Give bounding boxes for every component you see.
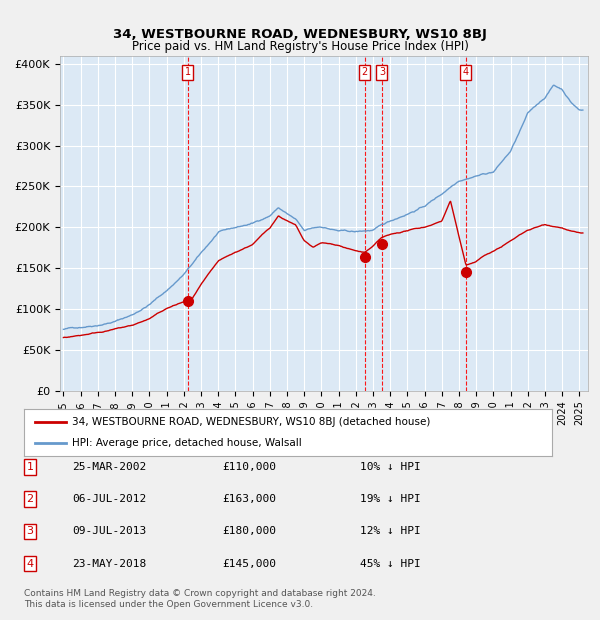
Text: £180,000: £180,000 [222,526,276,536]
Text: 2: 2 [362,67,368,77]
Text: 10% ↓ HPI: 10% ↓ HPI [360,462,421,472]
Text: £145,000: £145,000 [222,559,276,569]
Text: 3: 3 [379,67,385,77]
Text: 4: 4 [26,559,34,569]
Text: 25-MAR-2002: 25-MAR-2002 [72,462,146,472]
Text: £163,000: £163,000 [222,494,276,504]
Text: 23-MAY-2018: 23-MAY-2018 [72,559,146,569]
Text: Price paid vs. HM Land Registry's House Price Index (HPI): Price paid vs. HM Land Registry's House … [131,40,469,53]
Text: Contains HM Land Registry data © Crown copyright and database right 2024.
This d: Contains HM Land Registry data © Crown c… [24,590,376,609]
Text: 19% ↓ HPI: 19% ↓ HPI [360,494,421,504]
Text: 09-JUL-2013: 09-JUL-2013 [72,526,146,536]
Text: 3: 3 [26,526,34,536]
Text: 34, WESTBOURNE ROAD, WEDNESBURY, WS10 8BJ (detached house): 34, WESTBOURNE ROAD, WEDNESBURY, WS10 8B… [71,417,430,427]
Text: 06-JUL-2012: 06-JUL-2012 [72,494,146,504]
Text: 12% ↓ HPI: 12% ↓ HPI [360,526,421,536]
Text: 2: 2 [26,494,34,504]
Text: 1: 1 [26,462,34,472]
Text: 45% ↓ HPI: 45% ↓ HPI [360,559,421,569]
Text: 34, WESTBOURNE ROAD, WEDNESBURY, WS10 8BJ: 34, WESTBOURNE ROAD, WEDNESBURY, WS10 8B… [113,28,487,41]
Text: HPI: Average price, detached house, Walsall: HPI: Average price, detached house, Wals… [71,438,301,448]
Text: 4: 4 [463,67,469,77]
Text: £110,000: £110,000 [222,462,276,472]
Text: 1: 1 [185,67,191,77]
